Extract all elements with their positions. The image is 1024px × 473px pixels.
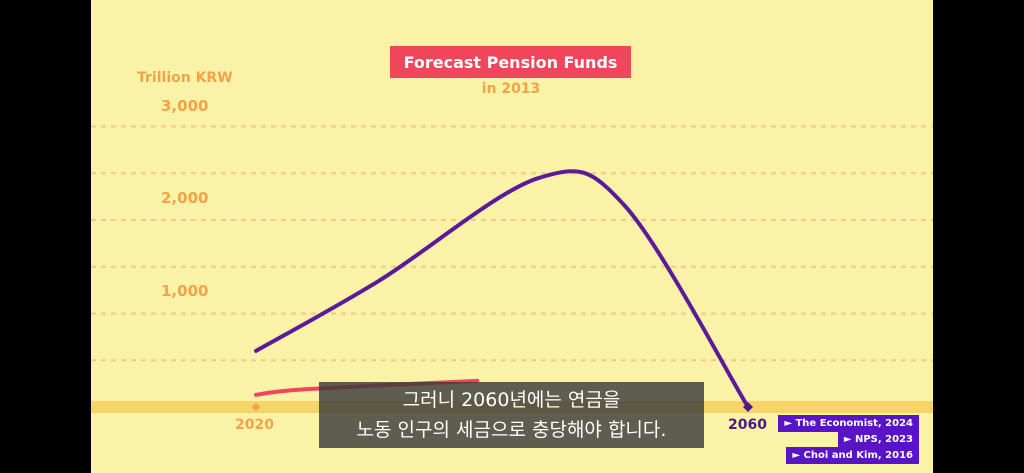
marker-2020 [251, 402, 261, 412]
source-choi-kim: ► Choi and Kim, 2016 [786, 447, 919, 464]
video-caption: 그러니 2060년에는 연금을 노동 인구의 세금으로 충당해야 합니다. [319, 382, 704, 448]
y-tick-3000: 3,000 [161, 97, 209, 115]
chart-subtitle: in 2013 [481, 81, 541, 97]
x-tick-2060: 2060 [728, 417, 767, 433]
y-tick-2000: 2,000 [161, 189, 209, 207]
y-axis-unit-label: Trillion KRW [137, 70, 233, 86]
caption-line-2: 노동 인구의 세금으로 충당해야 합니다. [356, 419, 667, 441]
y-tick-1000: 1,000 [161, 282, 209, 300]
chart-title: Forecast Pension Funds [390, 46, 631, 78]
marker-2060 [743, 402, 753, 412]
x-tick-2020: 2020 [235, 417, 274, 433]
series-line-0 [254, 169, 750, 409]
source-nps: ► NPS, 2023 [837, 431, 919, 448]
caption-line-1: 그러니 2060년에는 연금을 [402, 389, 621, 411]
source-economist: ► The Economist, 2024 [778, 415, 919, 432]
